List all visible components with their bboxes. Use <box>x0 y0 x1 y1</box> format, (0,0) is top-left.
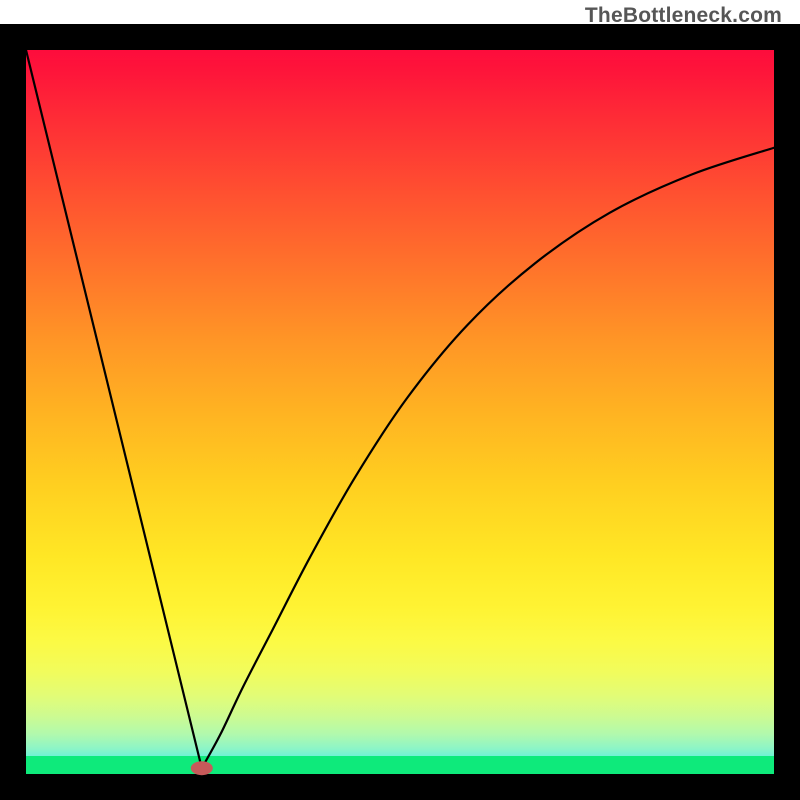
optimum-marker <box>191 761 213 775</box>
bottleneck-chart <box>0 0 800 800</box>
watermark-text: TheBottleneck.com <box>585 4 782 28</box>
plot-background <box>26 50 774 774</box>
green-band <box>26 756 774 774</box>
